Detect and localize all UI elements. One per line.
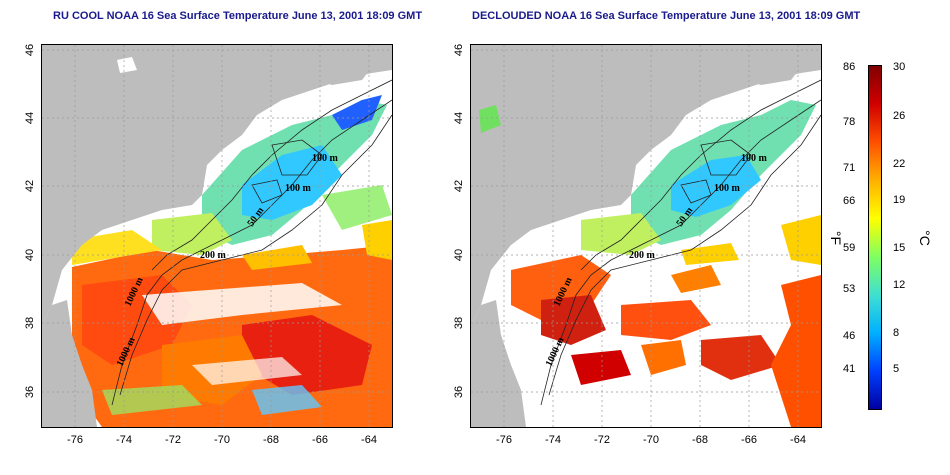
x-tick-label: -64 xyxy=(790,434,806,446)
fahrenheit-tick: 59 xyxy=(843,242,856,254)
grid-lines xyxy=(471,45,821,427)
y-tick-label: 44 xyxy=(453,111,465,125)
celsius-tick: 8 xyxy=(893,327,900,339)
y-tick-label: 42 xyxy=(24,179,36,193)
celsius-tick: 19 xyxy=(893,194,906,206)
contour-label: 1000 m xyxy=(544,335,567,368)
grid-lines xyxy=(42,45,392,427)
fahrenheit-tick: 53 xyxy=(843,283,856,295)
y-tick-label: 38 xyxy=(24,316,36,330)
x-tick-label: -74 xyxy=(545,434,561,446)
contour-label: 100 m xyxy=(285,183,312,194)
celsius-tick: 22 xyxy=(893,158,906,170)
y-tick-label: 36 xyxy=(24,385,36,399)
sst-patches xyxy=(72,95,392,427)
fahrenheit-tick: 86 xyxy=(843,61,856,73)
x-tick-label: -66 xyxy=(312,434,328,446)
fahrenheit-tick: 41 xyxy=(843,363,856,375)
celsius-tick: 5 xyxy=(893,363,900,375)
x-tick-label: -72 xyxy=(165,434,181,446)
contour-label: 100 m xyxy=(312,153,339,164)
land-mass xyxy=(42,45,392,427)
fahrenheit-tick: 71 xyxy=(843,162,856,174)
y-tick-label: 36 xyxy=(453,385,465,399)
x-tick-label: -70 xyxy=(643,434,659,446)
fahrenheit-tick: 46 xyxy=(843,330,856,342)
left-panel-title: RU COOL NOAA 16 Sea Surface Temperature … xyxy=(53,10,423,22)
x-tick-label: -76 xyxy=(67,434,83,446)
x-tick-label: -76 xyxy=(496,434,512,446)
right-sst-map: 100 m 100 m 50 m 200 m 1000 m 1000 m xyxy=(470,44,822,428)
y-tick-label: 44 xyxy=(24,111,36,125)
contour-label: 100 m xyxy=(741,153,768,164)
land-mass xyxy=(471,45,821,427)
y-tick-label: 46 xyxy=(24,43,36,57)
celsius-tick: 30 xyxy=(893,61,906,73)
y-tick-label: 38 xyxy=(453,316,465,330)
celsius-unit: °C xyxy=(917,230,933,246)
right-panel-title: DECLOUDED NOAA 16 Sea Surface Temperatur… xyxy=(472,10,861,22)
left-sst-map: 100 m 100 m 50 m 200 m 1000 m 1000 m xyxy=(41,44,393,428)
celsius-tick: 26 xyxy=(893,110,906,122)
fahrenheit-unit: °F xyxy=(828,230,844,246)
y-tick-label: 40 xyxy=(24,248,36,262)
y-tick-label: 40 xyxy=(453,248,465,262)
fahrenheit-tick: 78 xyxy=(843,116,856,128)
contour-label: 200 m xyxy=(629,250,656,261)
x-tick-label: -68 xyxy=(263,434,279,446)
celsius-tick: 15 xyxy=(893,242,906,254)
fahrenheit-tick: 66 xyxy=(843,195,856,207)
x-tick-label: -74 xyxy=(116,434,132,446)
celsius-tick: 12 xyxy=(893,279,906,291)
contour-label: 100 m xyxy=(714,183,741,194)
x-tick-label: -72 xyxy=(594,434,610,446)
temperature-colorbar xyxy=(868,65,882,410)
x-tick-label: -66 xyxy=(741,434,757,446)
y-tick-label: 46 xyxy=(453,43,465,57)
x-tick-label: -64 xyxy=(361,434,377,446)
x-tick-label: -68 xyxy=(692,434,708,446)
contour-label: 200 m xyxy=(200,250,227,261)
x-tick-label: -70 xyxy=(214,434,230,446)
y-tick-label: 42 xyxy=(453,179,465,193)
